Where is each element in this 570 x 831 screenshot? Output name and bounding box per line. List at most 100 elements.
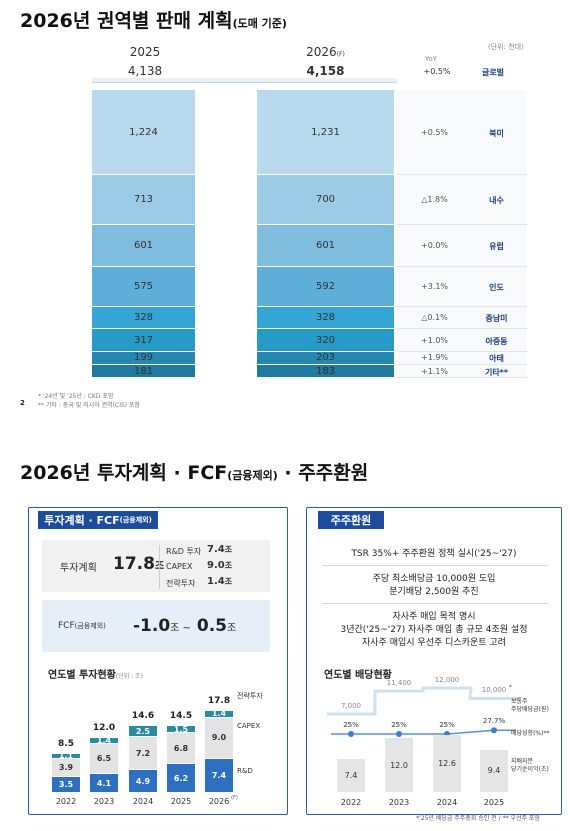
invest-bar-R&D-2022: 3.5 <box>52 775 80 792</box>
row-divider-6 <box>397 364 527 366</box>
dps-label-2022: 7,000 <box>340 702 362 710</box>
segment-2026-4: 328 <box>257 306 394 329</box>
yoy-value-3: +3.1% <box>420 281 449 291</box>
row-divider-1 <box>397 223 527 225</box>
segment-2025-2: 601 <box>92 224 195 266</box>
payout-point-2022 <box>348 731 354 737</box>
rd-label: R&D 투자 <box>166 547 202 556</box>
dividend-year-2023: 2023 <box>388 798 410 807</box>
page-number: 2 <box>20 399 25 407</box>
invest-bar-CAPEX-2024: 7.2 <box>129 736 157 770</box>
header-band <box>92 78 397 82</box>
rd-value: 7.4조 <box>207 544 233 555</box>
payout-point-2023 <box>396 731 402 737</box>
segment-2026-7: 183 <box>257 365 394 377</box>
plan-box <box>42 540 270 592</box>
return-policy-2a: 주당 최소배당금 10,000원 도입 <box>372 574 496 584</box>
return-panel-tag: 주주환원 <box>318 511 384 529</box>
return-divider-2 <box>322 603 548 604</box>
invest-year-2024: 2024 <box>132 797 154 806</box>
segment-2026-0: 1,231 <box>257 90 394 175</box>
legend-ni-2: 당기순이익(조) <box>511 766 549 773</box>
payout-label-2024: 25% <box>439 721 455 729</box>
return-panel <box>306 507 562 815</box>
yoy-value-2: +0.0% <box>420 240 449 250</box>
dividend-year-2022: 2022 <box>340 798 362 807</box>
return-divider-1 <box>322 565 548 566</box>
invest-bar-R&D-2024: 4.9 <box>129 769 157 792</box>
dividend-year-2024: 2024 <box>436 798 458 807</box>
yoy-value-6: +1.9% <box>420 353 449 363</box>
legend-capex: CAPEX <box>237 722 261 730</box>
segment-2025-6: 199 <box>92 351 195 365</box>
segment-2026-6: 203 <box>257 351 394 365</box>
yoy-region-column: +0.5% 북미 △1.8% 내수 +0.0% 유럽 +3.1% 인도 △0.1% 중남미 +1.0… <box>397 90 527 378</box>
region-label-2: 유럽 <box>489 241 504 251</box>
invest-bar-CAPEX-2022: 3.9 <box>52 757 80 776</box>
plan-label: 투자계획 <box>60 563 97 574</box>
strategic-label: 전략투자 <box>166 579 196 588</box>
invest-year-2026: 2026 <box>208 797 230 806</box>
row-divider-4 <box>397 328 527 330</box>
region-label-3: 인도 <box>489 282 504 292</box>
invest-total-2023: 12.0 <box>92 722 116 733</box>
net-income-bar-2024: 12.6 <box>433 735 461 792</box>
legend-payout: 배당성향(%)** <box>511 730 549 738</box>
legend-ni-1: 지배지분 <box>511 758 534 765</box>
fcf-label: FCF(금융제외) <box>58 621 106 631</box>
column-2026: 1,231 700 601 592 328 320 203 183 <box>257 90 394 378</box>
yoy-value-0: +0.5% <box>420 127 449 137</box>
capex-label: CAPEX <box>166 562 193 571</box>
yoy-value-4: △0.1% <box>421 313 448 323</box>
segment-2025-7: 181 <box>92 365 195 377</box>
dps-label-2024: 12,000 <box>434 676 460 684</box>
region-label-0: 북미 <box>489 128 504 138</box>
strategic-value: 1.4조 <box>207 576 233 587</box>
segment-2025-0: 1,224 <box>92 90 195 175</box>
dps-label-2023: 11,400 <box>386 679 412 688</box>
invest-year-2025: 2025 <box>170 797 192 806</box>
invest-year-2026-suffix: (F) <box>231 795 238 801</box>
payout-label-2023: 25% <box>391 721 407 729</box>
total-region: 글로벌 <box>481 68 505 77</box>
region-label-7: 기타** <box>484 367 509 377</box>
segment-2026-5: 320 <box>257 329 394 351</box>
capex-value: 9.0조 <box>207 560 233 571</box>
payout-label-2022: 25% <box>343 721 359 729</box>
invest-total-2022: 8.5 <box>58 738 74 749</box>
header-2026: 2026(F) <box>306 45 345 59</box>
total-2025: 4,138 <box>127 64 163 78</box>
dividend-chart: 7.4 2022 12.0 2023 12.6 2024 9.4 2025 7,000 11,40… <box>316 676 556 810</box>
dividend-footnote: *'25년 배당금 주주총회 승인 전 / ** 우선주 포함 <box>416 815 540 822</box>
dps-label-2025: 10,000 <box>481 686 507 695</box>
legend-payout-text: 배당성향(%) <box>511 730 544 737</box>
segment-2026-2: 601 <box>257 224 394 266</box>
invest-bar-R&D-2025: 6.2 <box>167 763 195 792</box>
row-divider-0 <box>397 174 527 176</box>
dps-mark: * <box>509 684 512 692</box>
region-label-6: 아태 <box>489 354 504 364</box>
legend-dps-2: 주당배당금(원) <box>511 706 549 713</box>
invest-bar-전략투자-2023: 1.4 <box>90 736 118 745</box>
legend-strategic: 전략투자 <box>237 692 263 700</box>
footnote-1: * '24년 및 '25년 : CKD 포함 <box>38 393 114 400</box>
column-2025: 1,224 713 601 575 328 317 199 181 <box>92 90 195 378</box>
dps-line <box>327 686 518 716</box>
unit-label: (단위: 천대) <box>488 43 524 51</box>
dividend-year-2025: 2025 <box>483 798 505 807</box>
segment-2025-5: 317 <box>92 329 195 351</box>
segment-2026-3: 592 <box>257 266 394 306</box>
header-2025: 2025 <box>129 45 161 59</box>
invest-bar-CAPEX-2023: 6.5 <box>90 743 118 774</box>
legend-rd: R&D <box>237 767 253 775</box>
segment-2025-1: 713 <box>92 175 195 224</box>
total-yoy: +0.5% <box>423 67 451 76</box>
invest-chart: 3.5 3.9 1.1 8.5 2022 4.1 6.5 1.4 12.0 2023 4.9 7.2 2… <box>40 680 280 810</box>
net-income-bar-2022: 7.4 <box>337 758 365 792</box>
row-divider-7 <box>397 377 527 378</box>
invest-total-2026: 17.8 <box>207 696 231 707</box>
footnote-2: ** 기타 : 중국 및 러시아 권역(CIS) 포함 <box>38 402 141 409</box>
return-policy-3c: 자사주 매입시 우선주 디스카운트 고려 <box>362 638 506 648</box>
payout-line <box>331 729 516 735</box>
plan-divider <box>159 545 160 589</box>
